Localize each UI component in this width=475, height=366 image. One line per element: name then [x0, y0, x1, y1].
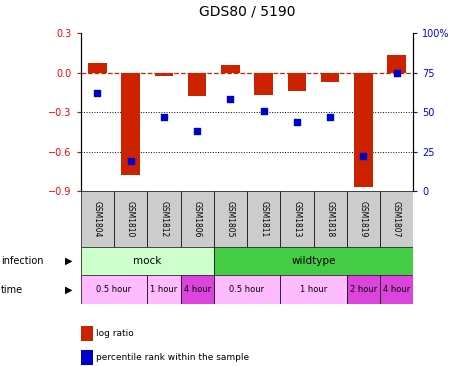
Point: [94, 90, 101, 96]
Bar: [81, 275, 147, 304]
Text: 4 hour: 4 hour: [183, 285, 211, 294]
Bar: [88, 63, 106, 72]
Text: infection: infection: [1, 256, 43, 266]
Bar: [214, 275, 280, 304]
Bar: [221, 65, 239, 72]
Point: [227, 97, 234, 102]
Point: [127, 158, 134, 164]
Bar: [81, 191, 114, 247]
Bar: [380, 191, 413, 247]
Bar: [321, 72, 339, 82]
Text: wildtype: wildtype: [291, 256, 336, 266]
Bar: [388, 55, 406, 72]
Point: [160, 114, 168, 120]
Text: mock: mock: [133, 256, 162, 266]
Bar: [280, 275, 347, 304]
Text: GSM1811: GSM1811: [259, 201, 268, 237]
Text: 1 hour: 1 hour: [300, 285, 327, 294]
Text: GDS80 / 5190: GDS80 / 5190: [199, 4, 295, 18]
Bar: [280, 191, 314, 247]
Bar: [180, 275, 214, 304]
Bar: [214, 247, 413, 275]
Bar: [188, 72, 206, 96]
Text: 0.5 hour: 0.5 hour: [229, 285, 265, 294]
Bar: [81, 247, 214, 275]
Text: 0.5 hour: 0.5 hour: [96, 285, 132, 294]
Point: [326, 114, 334, 120]
Bar: [122, 72, 140, 175]
Text: GSM1818: GSM1818: [326, 201, 334, 237]
Bar: [247, 191, 280, 247]
Bar: [347, 275, 380, 304]
Point: [360, 154, 367, 160]
Bar: [380, 275, 413, 304]
Text: GSM1819: GSM1819: [359, 201, 368, 237]
Point: [393, 70, 400, 75]
Bar: [147, 191, 180, 247]
Text: GSM1812: GSM1812: [160, 201, 168, 237]
Text: GSM1806: GSM1806: [193, 201, 201, 237]
Text: GSM1810: GSM1810: [126, 201, 135, 237]
Bar: [314, 191, 347, 247]
Bar: [288, 72, 306, 91]
Bar: [147, 275, 180, 304]
Text: GSM1805: GSM1805: [226, 201, 235, 237]
Bar: [214, 191, 247, 247]
Bar: [255, 72, 273, 95]
Text: ▶: ▶: [65, 284, 73, 295]
Point: [193, 128, 201, 134]
Bar: [180, 191, 214, 247]
Bar: [347, 191, 380, 247]
Text: 4 hour: 4 hour: [383, 285, 410, 294]
Bar: [114, 191, 147, 247]
Bar: [155, 72, 173, 76]
Text: 2 hour: 2 hour: [350, 285, 377, 294]
Bar: [354, 72, 372, 187]
Text: time: time: [1, 284, 23, 295]
Text: 1 hour: 1 hour: [150, 285, 178, 294]
Point: [293, 119, 301, 124]
Text: log ratio: log ratio: [96, 329, 134, 338]
Text: percentile rank within the sample: percentile rank within the sample: [96, 353, 249, 362]
Text: GSM1813: GSM1813: [293, 201, 301, 237]
Point: [260, 108, 267, 113]
Text: ▶: ▶: [65, 256, 73, 266]
Text: GSM1807: GSM1807: [392, 201, 401, 237]
Text: GSM1804: GSM1804: [93, 201, 102, 237]
